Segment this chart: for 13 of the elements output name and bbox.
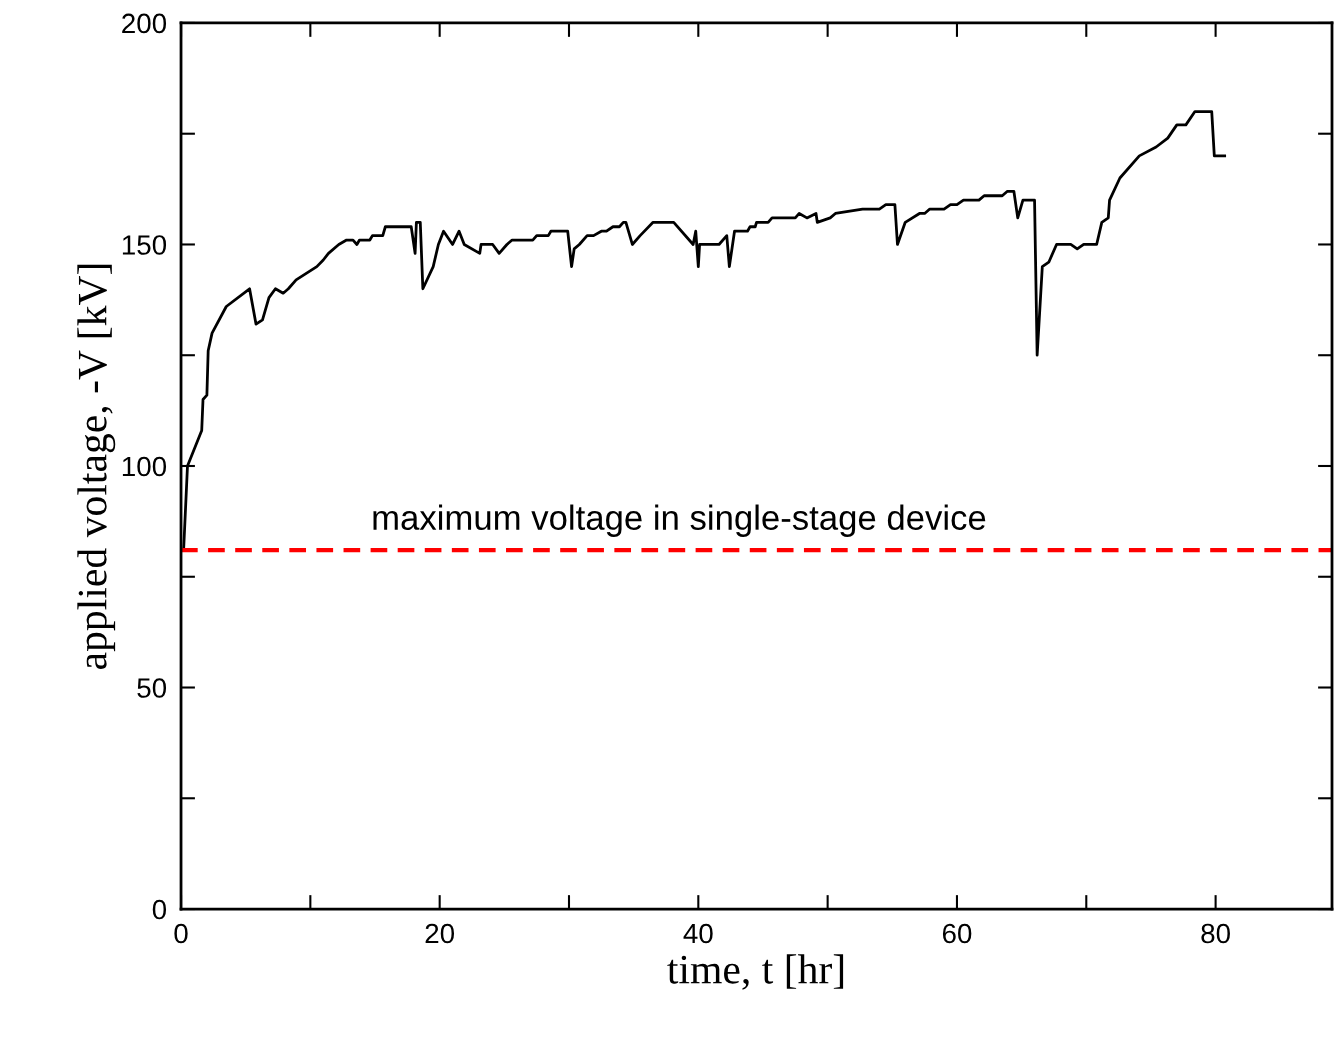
y-tick-label: 200: [122, 13, 167, 34]
x-tick-label: 0: [174, 923, 188, 944]
x-tick-label: 20: [425, 923, 455, 944]
x-axis-title: time, t [hr]: [667, 954, 844, 990]
y-tick-label: 0: [152, 899, 167, 920]
x-tick-label: 40: [683, 923, 713, 944]
ref-line-label: maximum voltage in single-stage device: [373, 504, 986, 537]
y-tick-label: 50: [137, 678, 167, 698]
y-tick-label: 100: [122, 456, 167, 477]
x-tick-label: 60: [942, 923, 972, 944]
y-axis-title: applied voltage, -V [kV]: [77, 264, 116, 669]
x-tick-label: 80: [1201, 923, 1230, 944]
y-tick-label: 150: [122, 235, 167, 255]
